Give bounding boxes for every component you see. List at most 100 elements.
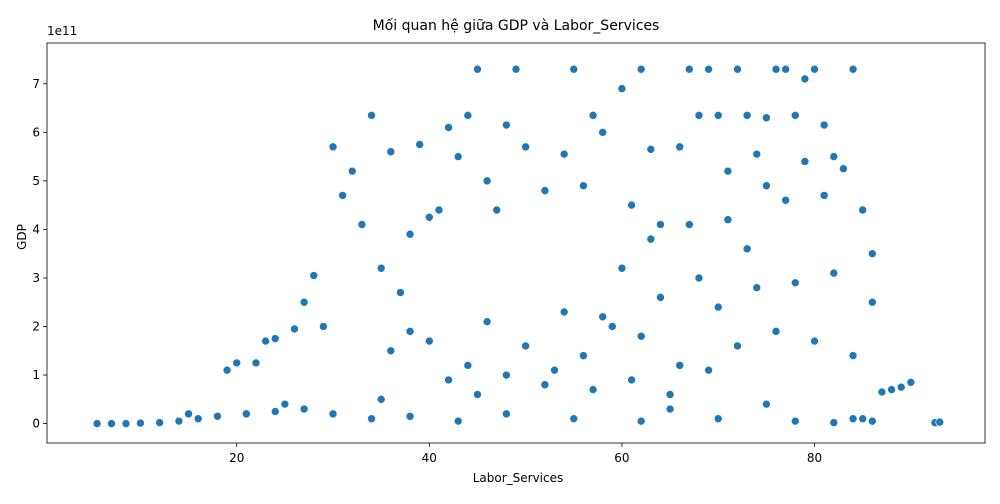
point: [868, 416, 877, 426]
point: [781, 195, 790, 205]
point: [299, 404, 309, 414]
point: [800, 157, 810, 166]
x-tick-label: 80: [807, 451, 822, 465]
point: [839, 164, 848, 174]
point: [675, 361, 685, 370]
point: [569, 64, 579, 74]
point: [434, 205, 444, 215]
point: [521, 341, 530, 351]
point: [280, 399, 290, 409]
y-tick-label: 1: [32, 368, 40, 382]
point: [502, 120, 511, 130]
point: [752, 283, 762, 292]
point: [588, 385, 598, 394]
point: [713, 302, 723, 312]
point: [598, 128, 607, 137]
point: [405, 412, 415, 421]
point: [733, 341, 742, 351]
point: [896, 382, 906, 392]
point: [579, 351, 588, 360]
point: [242, 409, 251, 419]
point: [617, 84, 627, 93]
point: [675, 142, 685, 152]
point: [261, 336, 270, 346]
point: [762, 181, 771, 191]
point: [107, 419, 116, 428]
point: [425, 336, 434, 346]
point: [338, 191, 347, 200]
y-tick-label: 5: [32, 174, 40, 188]
point: [184, 409, 193, 419]
point: [511, 64, 521, 74]
point: [704, 365, 713, 375]
point: [425, 212, 434, 222]
point: [136, 418, 145, 428]
y-tick-label: 0: [32, 417, 40, 431]
point: [588, 111, 598, 120]
point: [550, 365, 559, 375]
x-tick-label: 20: [229, 451, 244, 465]
point: [492, 205, 502, 215]
y-axis-label: GDP: [15, 224, 29, 250]
point: [887, 385, 896, 394]
point: [453, 416, 463, 426]
point: [848, 64, 858, 74]
point: [723, 166, 733, 176]
point: [521, 142, 530, 152]
point: [742, 111, 752, 120]
point: [790, 111, 800, 120]
point: [733, 64, 742, 74]
point: [723, 215, 733, 224]
point: [627, 200, 636, 210]
point: [357, 220, 367, 229]
point: [251, 358, 261, 368]
point: [781, 64, 790, 74]
point: [328, 409, 338, 419]
point: [935, 417, 945, 427]
plot-frame: [46, 42, 986, 444]
point: [762, 113, 771, 123]
point: [444, 123, 453, 132]
point: [376, 263, 386, 273]
x-axis-label: Labor_Services: [473, 471, 564, 485]
point: [155, 418, 164, 427]
point: [569, 414, 579, 424]
point: [222, 365, 232, 375]
point: [906, 378, 916, 387]
point: [810, 64, 819, 74]
point: [819, 120, 829, 130]
y-tick-label: 4: [32, 222, 40, 236]
point: [713, 111, 723, 120]
point: [819, 191, 829, 200]
point: [665, 404, 675, 414]
point: [877, 387, 887, 397]
point: [868, 297, 877, 307]
point: [540, 380, 550, 390]
point: [762, 399, 771, 409]
point: [636, 64, 646, 74]
point: [858, 414, 867, 424]
point: [646, 234, 656, 244]
point: [232, 358, 242, 368]
point: [656, 220, 665, 229]
point: [473, 64, 482, 74]
point: [396, 288, 405, 297]
x-tick-label: 40: [422, 451, 437, 465]
point: [405, 327, 415, 336]
point: [790, 416, 800, 426]
point: [829, 152, 839, 161]
point: [810, 336, 819, 346]
point: [694, 111, 704, 120]
point: [299, 297, 309, 307]
point: [121, 419, 131, 428]
point: [482, 317, 492, 326]
point: [627, 375, 636, 385]
point: [386, 346, 396, 356]
y-tick-label: 2: [32, 319, 40, 333]
point: [347, 166, 357, 176]
point: [453, 152, 463, 161]
point: [685, 64, 694, 74]
point: [579, 181, 588, 191]
